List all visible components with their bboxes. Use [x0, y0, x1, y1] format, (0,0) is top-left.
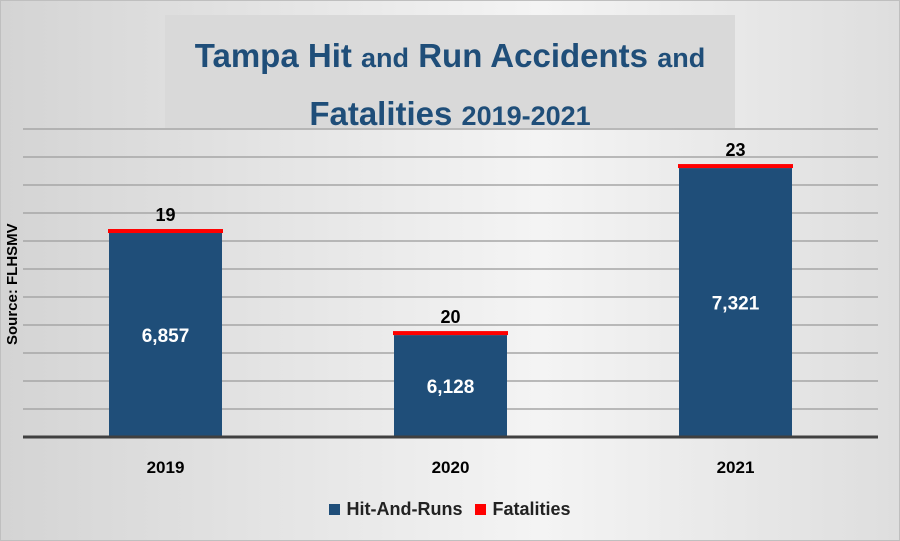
- x-tick-label: 2020: [432, 458, 470, 477]
- data-label-hit-and-runs: 7,321: [712, 294, 760, 315]
- title-text: 2019-2021: [461, 101, 591, 131]
- title-text: Run Accidents: [409, 37, 658, 74]
- bar-hit-and-runs: [679, 168, 792, 437]
- data-label-hit-and-runs: 6,857: [142, 326, 190, 347]
- title-text: Tampa Hit: [194, 37, 362, 74]
- x-tick-label: 2021: [717, 458, 755, 477]
- title-text: and: [361, 43, 410, 73]
- bar-fatalities: [678, 164, 793, 169]
- data-label-hit-and-runs: 6,128: [427, 377, 475, 398]
- legend-label: Fatalities: [492, 499, 571, 519]
- data-label-fatalities: 20: [440, 307, 460, 327]
- bar-fatalities: [393, 331, 508, 336]
- chart-title: Tampa Hit and Run Accidents and Fataliti…: [165, 15, 735, 132]
- bar-fatalities: [108, 229, 223, 234]
- title-text: and: [657, 43, 706, 73]
- legend-swatch: [475, 504, 487, 515]
- legend-label: Hit-And-Runs: [346, 499, 463, 519]
- data-label-fatalities: 23: [725, 140, 745, 160]
- legend-item-hit-and-runs: Hit-And-Runs: [329, 499, 462, 520]
- bar-hit-and-runs: [109, 233, 222, 437]
- legend-swatch: [329, 504, 341, 515]
- legend: Hit-And-Runs Fatalities: [0, 499, 900, 520]
- x-tick-label: 2019: [147, 458, 185, 477]
- data-label-fatalities: 19: [155, 205, 175, 225]
- legend-item-fatalities: Fatalities: [475, 499, 571, 520]
- bar-hit-and-runs: [394, 335, 507, 437]
- title-text: Fatalities: [309, 95, 462, 132]
